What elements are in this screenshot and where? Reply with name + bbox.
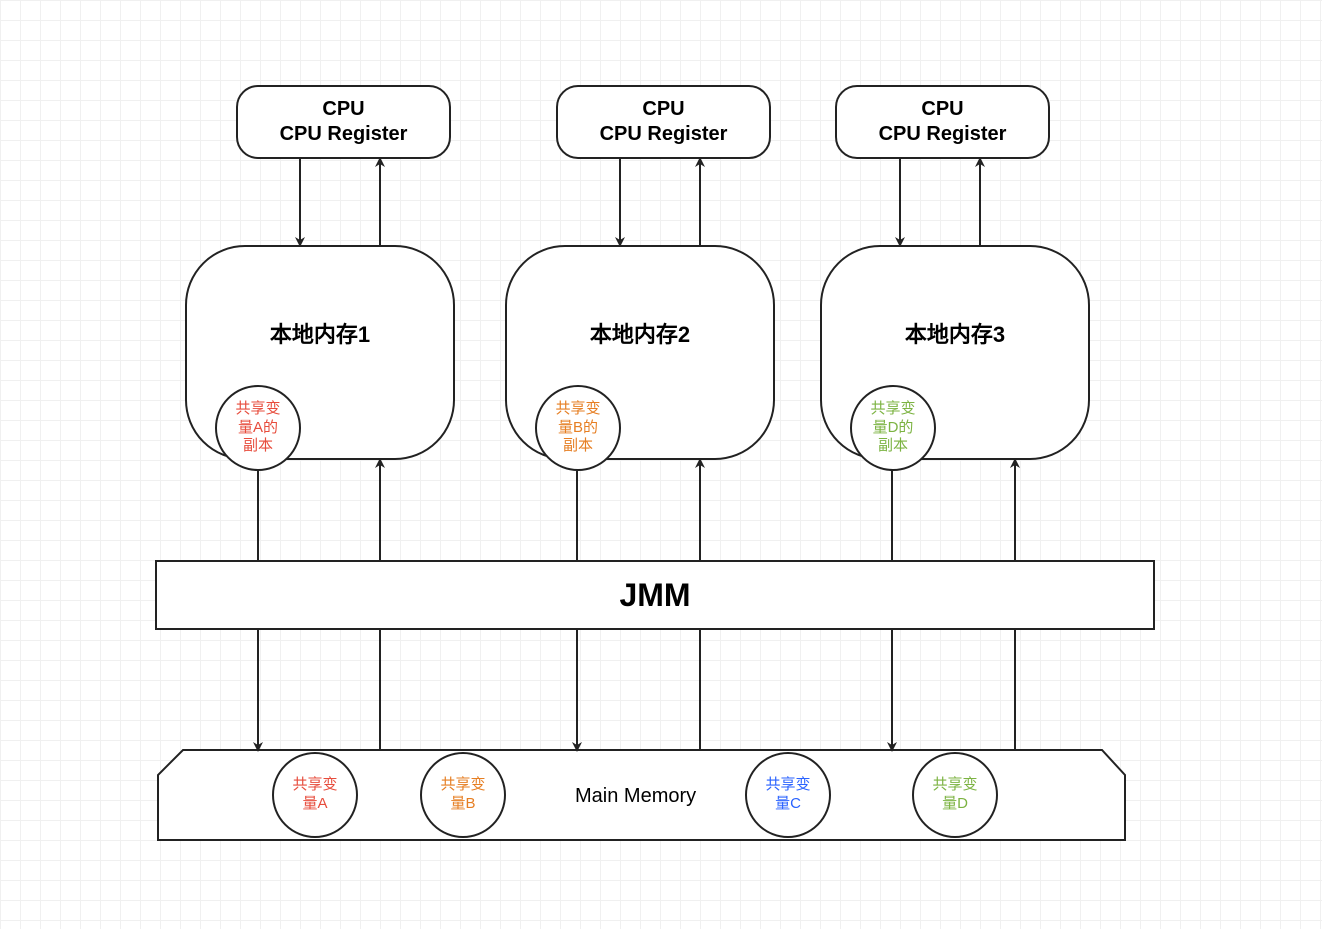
copy-text-line: 共享变 [870,400,915,419]
local-memory-label: 本地内存1 [270,317,370,349]
cpu-box-1: CPUCPU Register [236,85,451,159]
cpu-box-2: CPUCPU Register [556,85,771,159]
shared-variable-3: 共享变量C [745,752,831,838]
shared-var-line: 量B [450,795,475,814]
jmm-label: JMM [619,577,690,614]
copy-variable-1: 共享变量A的副本 [215,385,301,471]
copy-text-line: 量B的 [558,419,598,438]
shared-var-line: 量A [302,795,327,814]
shared-var-line: 量D [942,795,968,814]
local-memory-label: 本地内存2 [590,317,690,349]
copy-text-line: 量D的 [873,419,914,438]
jmm-box: JMM [155,560,1155,630]
shared-var-line: 共享变 [440,776,485,795]
cpu-line2: CPU Register [280,122,408,147]
copy-text-line: 共享变 [555,400,600,419]
copy-text-line: 副本 [878,437,908,456]
copy-text-line: 量A的 [238,419,278,438]
shared-var-line: 共享变 [932,776,977,795]
cpu-line1: CPU [642,97,684,122]
shared-var-line: 共享变 [292,776,337,795]
shared-variable-1: 共享变量A [272,752,358,838]
copy-text-line: 副本 [563,437,593,456]
copy-variable-3: 共享变量D的副本 [850,385,936,471]
main-memory-label: Main Memory [575,785,696,808]
copy-text-line: 副本 [243,437,273,456]
local-memory-label: 本地内存3 [905,317,1005,349]
copy-variable-2: 共享变量B的副本 [535,385,621,471]
shared-var-line: 量C [775,795,801,814]
shared-var-line: 共享变 [765,776,810,795]
shared-variable-4: 共享变量D [912,752,998,838]
cpu-line1: CPU [322,97,364,122]
cpu-line2: CPU Register [879,122,1007,147]
cpu-box-3: CPUCPU Register [835,85,1050,159]
shared-variable-2: 共享变量B [420,752,506,838]
copy-text-line: 共享变 [235,400,280,419]
cpu-line1: CPU [921,97,963,122]
cpu-line2: CPU Register [600,122,728,147]
